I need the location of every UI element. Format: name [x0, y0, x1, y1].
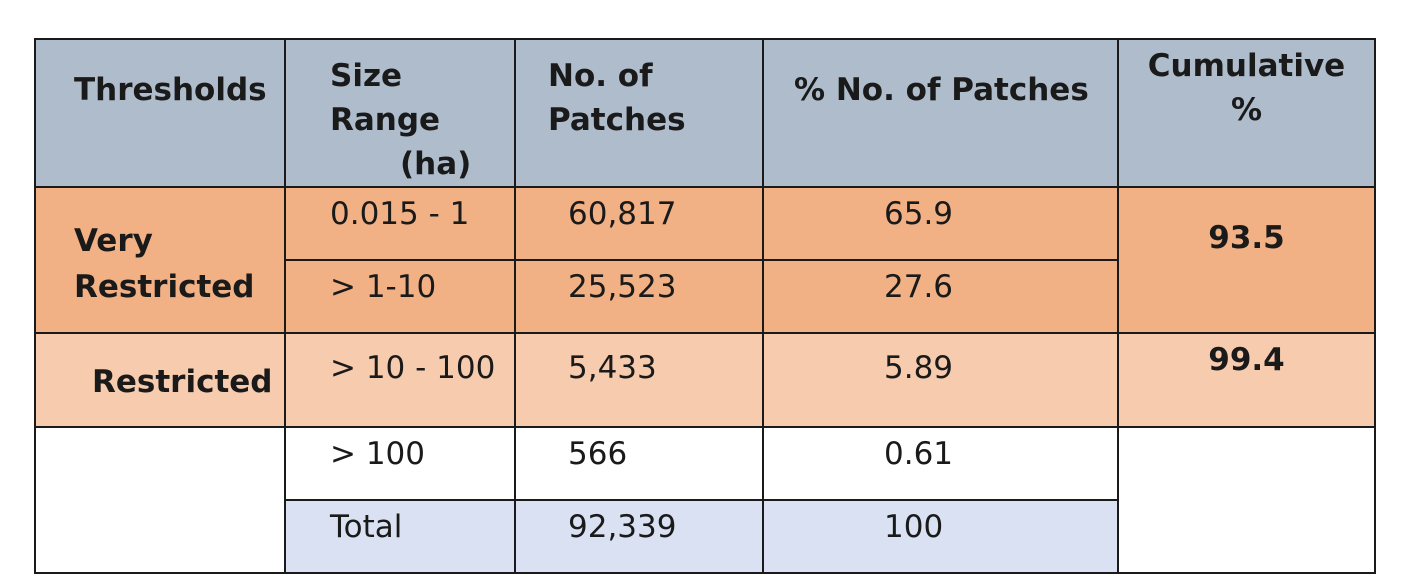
header-cumulative-line2: %: [1230, 92, 1263, 128]
pct-value: 27.6: [884, 269, 954, 305]
header-thresholds: Thresholds: [34, 38, 286, 188]
cell-patches: 566: [514, 426, 764, 501]
cumulative-value: 93.5: [1208, 220, 1285, 256]
cell-pct: 5.89: [762, 332, 1119, 428]
size-range-value: > 1-10: [330, 269, 437, 305]
cell-patches: 92,339: [514, 499, 764, 574]
table-row: Very Restricted 0.015 - 1 60,817 65.9 93…: [34, 186, 1376, 334]
group-very-restricted-line2: Restricted: [74, 269, 255, 305]
header-no-patches-line2: Patches: [548, 102, 686, 138]
patches-value: 60,817: [568, 196, 677, 232]
cumulative-restricted: 99.4: [1117, 332, 1376, 428]
table-row: > 100 566 0.61: [34, 426, 1376, 574]
patches-value: 92,339: [568, 509, 677, 545]
patches-value: 566: [568, 436, 628, 472]
pct-value: 0.61: [884, 436, 954, 472]
cell-pct: 65.9: [762, 186, 1119, 261]
pct-value: 100: [884, 509, 944, 545]
group-very-restricted: Very Restricted: [34, 186, 286, 334]
size-range-value: 0.015 - 1: [330, 196, 470, 232]
cell-pct: 0.61: [762, 426, 1119, 501]
cell-patches: 25,523: [514, 259, 764, 334]
header-cumulative: Cumulative %: [1117, 38, 1376, 188]
size-range-value: Total: [330, 509, 403, 545]
cumulative-value: 99.4: [1208, 342, 1285, 378]
cell-size-range: Total: [284, 499, 516, 574]
pct-value: 5.89: [884, 350, 954, 386]
cell-pct: 27.6: [762, 259, 1119, 334]
header-size-range-line2: (ha): [400, 146, 472, 182]
size-range-value: > 100: [330, 436, 425, 472]
cumulative-empty: [1117, 426, 1376, 574]
patches-value: 25,523: [568, 269, 677, 305]
group-restricted-label: Restricted: [92, 364, 273, 400]
header-size-range: Size Range (ha): [284, 38, 516, 188]
cumulative-very-restricted: 93.5: [1117, 186, 1376, 334]
table-row: > 1-10 25,523 27.6: [35, 259, 1375, 334]
cell-size-range: > 1-10: [284, 259, 516, 334]
cell-size-range: > 100: [284, 426, 516, 501]
cell-patches: 60,817: [514, 186, 764, 261]
group-restricted: Restricted: [34, 332, 286, 428]
cell-patches: 5,433: [514, 332, 764, 428]
pct-value: 65.9: [884, 196, 954, 232]
cell-size-range: > 10 - 100: [284, 332, 516, 428]
group-very-restricted-line1: Very: [74, 223, 153, 259]
patch-size-table: Thresholds Size Range (ha) No. of Patche…: [34, 38, 1376, 574]
header-thresholds-label: Thresholds: [74, 72, 267, 108]
header-size-range-line1: Size Range: [330, 58, 441, 138]
cell-pct: 100: [762, 499, 1119, 574]
table-row: Restricted > 10 - 100 5,433 5.89 99.4: [34, 332, 1376, 428]
group-empty: [34, 426, 286, 574]
size-range-value: > 10 - 100: [330, 350, 496, 386]
cell-size-range: 0.015 - 1: [284, 186, 516, 261]
header-pct-patches-label: % No. of Patches: [794, 72, 1089, 108]
header-no-patches: No. of Patches: [514, 38, 764, 188]
header-cumulative-line1: Cumulative: [1147, 48, 1346, 84]
header-pct-patches: % No. of Patches: [762, 38, 1119, 188]
patches-value: 5,433: [568, 350, 657, 386]
header-no-patches-line1: No. of: [548, 58, 653, 94]
header-row: Thresholds Size Range (ha) No. of Patche…: [34, 38, 1376, 188]
total-row: Total 92,339 100: [35, 499, 1375, 574]
